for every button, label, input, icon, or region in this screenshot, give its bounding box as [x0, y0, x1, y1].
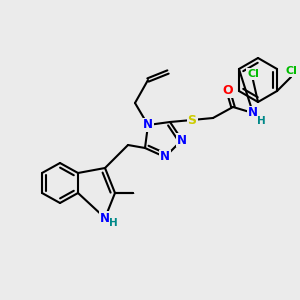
Text: S: S: [188, 113, 196, 127]
Text: O: O: [223, 83, 233, 97]
Text: H: H: [109, 218, 117, 228]
Text: methyl: methyl: [130, 192, 135, 194]
Text: H: H: [256, 116, 266, 126]
Text: N: N: [100, 212, 110, 224]
Text: N: N: [143, 118, 153, 131]
Text: N: N: [160, 151, 170, 164]
Text: N: N: [248, 106, 258, 119]
Text: N: N: [177, 134, 187, 146]
Text: Cl: Cl: [285, 66, 297, 76]
Text: Cl: Cl: [247, 69, 259, 79]
